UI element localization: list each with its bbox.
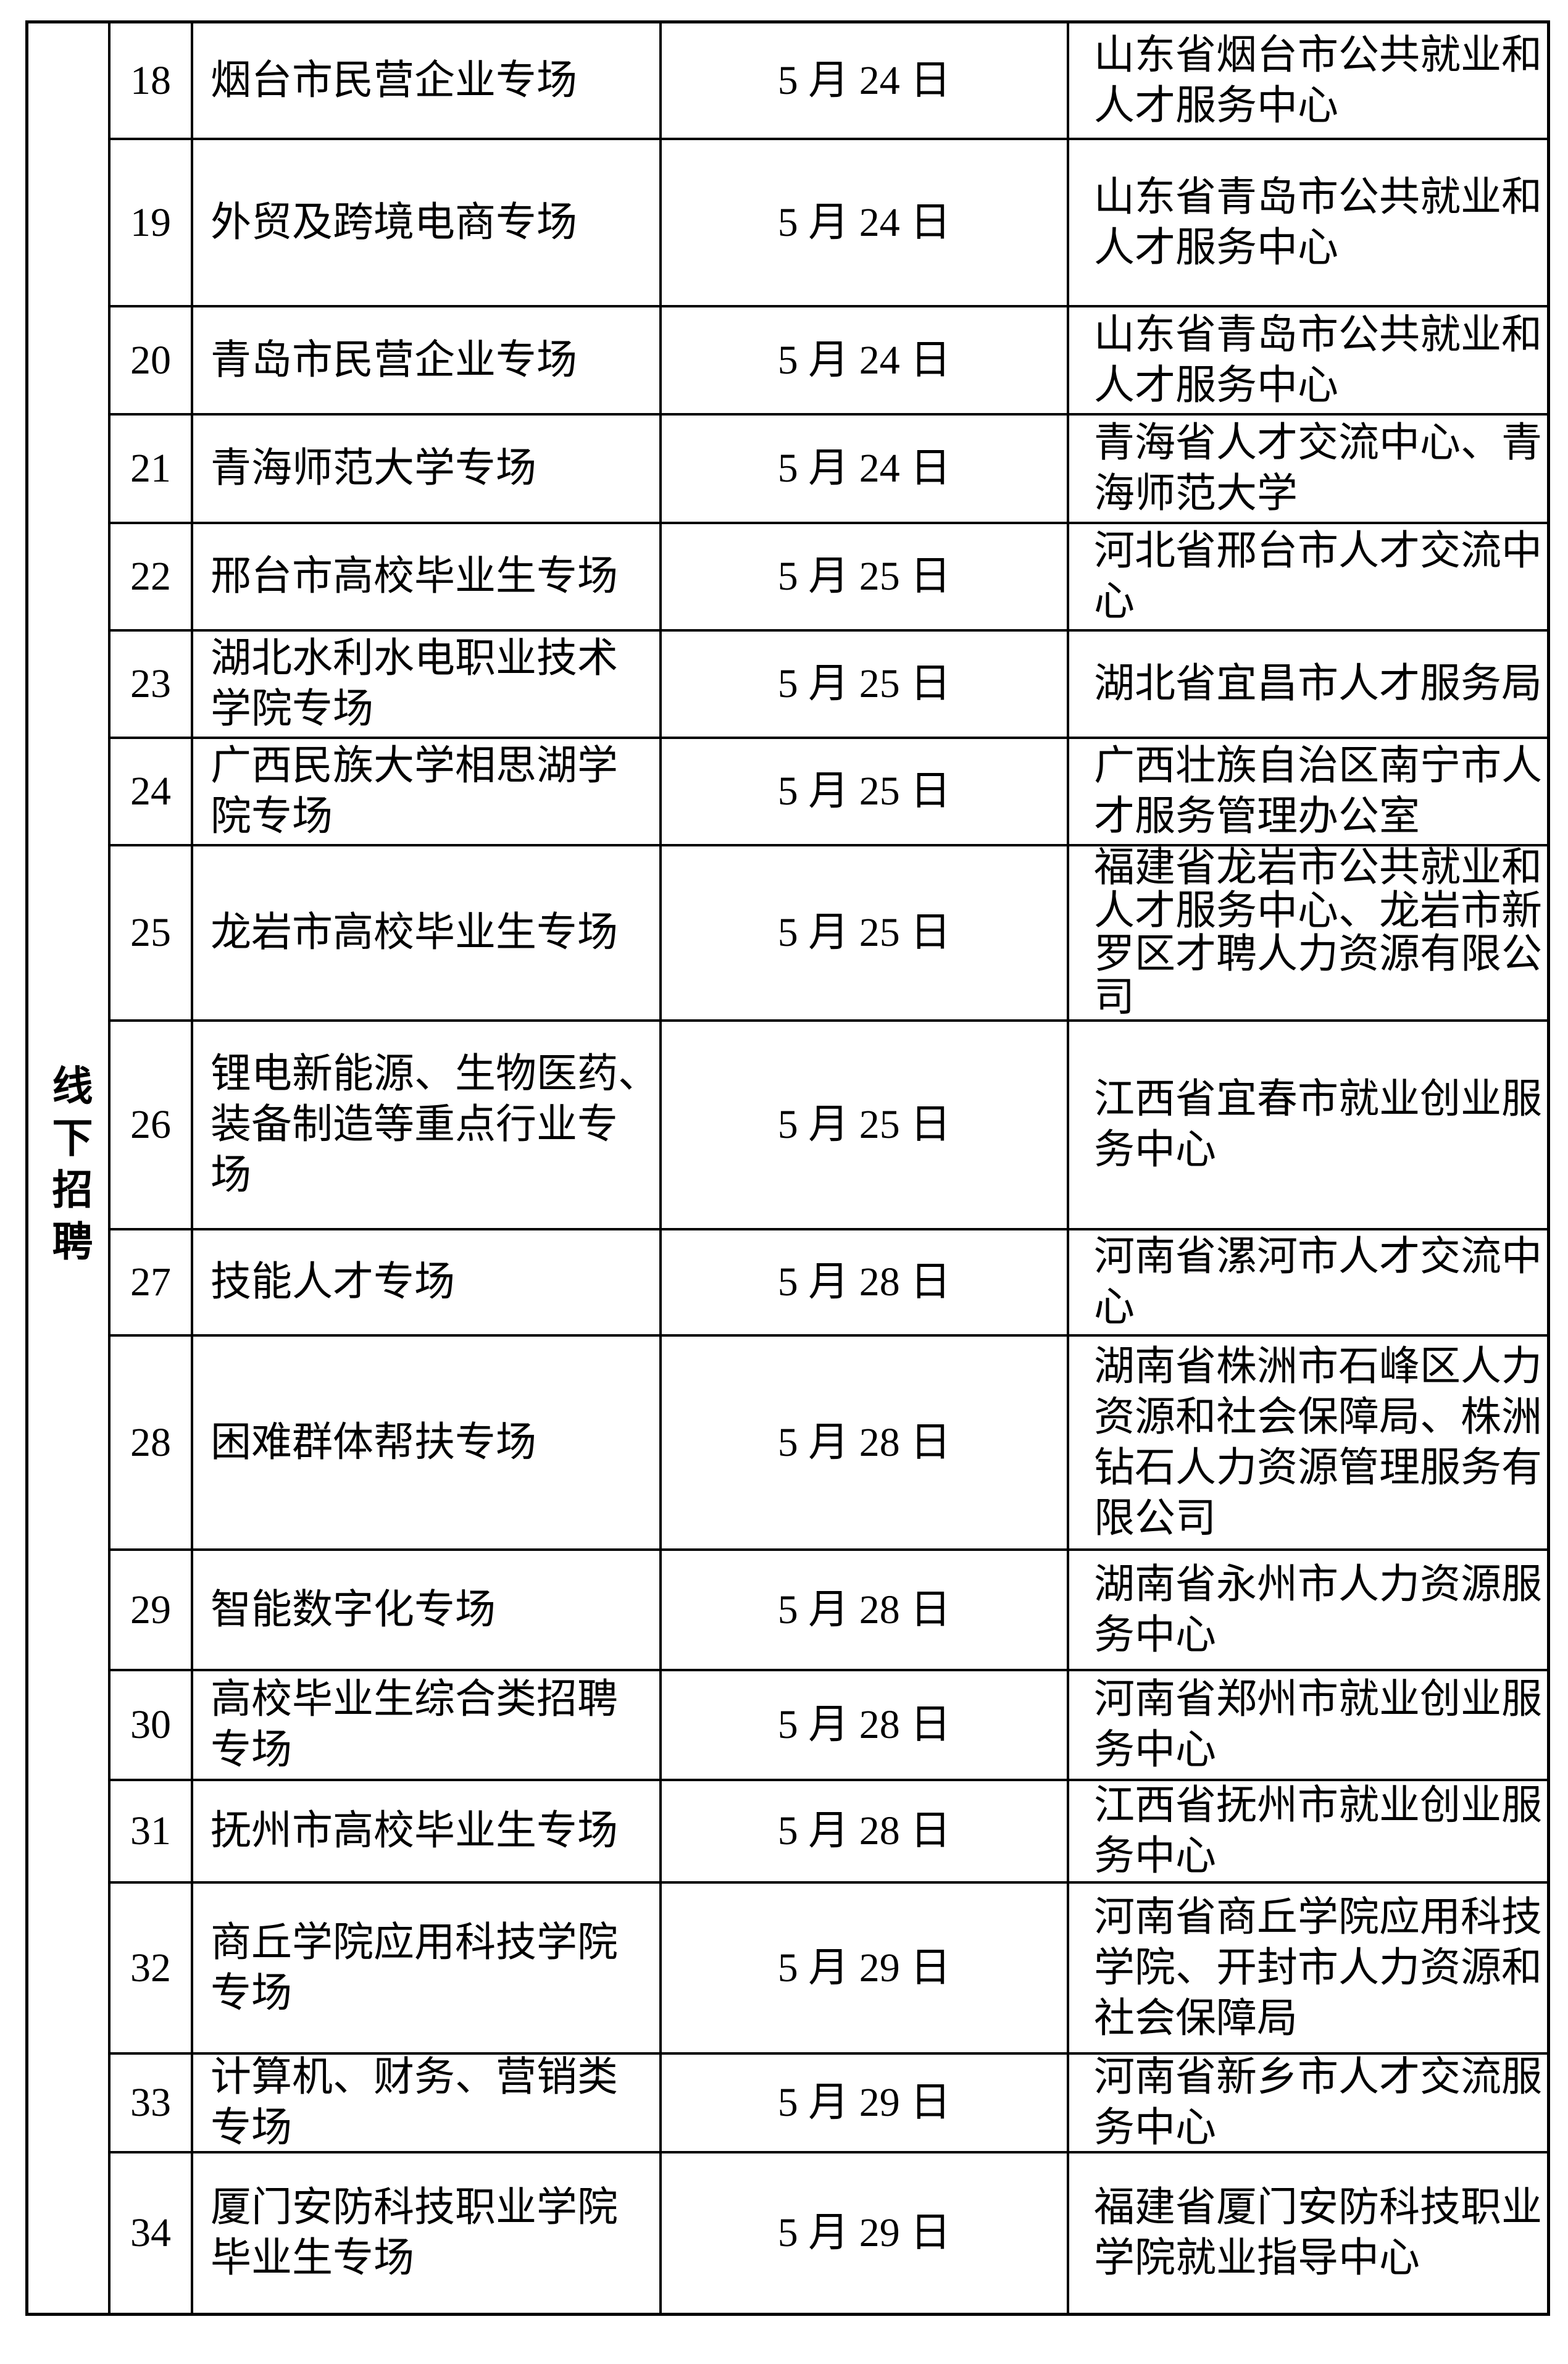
event-date-cell: 5 月 25 日 — [662, 1022, 1069, 1230]
event-name-cell: 青岛市民营企业专场 — [193, 307, 662, 416]
row-number-cell: 27 — [111, 1230, 193, 1337]
organizer-cell: 山东省烟台市公共就业和 人才服务中心 — [1069, 23, 1547, 140]
event-date-cell: 5 月 28 日 — [662, 1337, 1069, 1551]
event-name-cell: 青海师范大学专场 — [193, 416, 662, 524]
event-date-cell: 5 月 28 日 — [662, 1781, 1069, 1884]
event-date-cell: 5 月 25 日 — [662, 524, 1069, 632]
organizer-cell: 青海省人才交流中心、青 海师范大学 — [1069, 416, 1547, 524]
row-number-cell: 22 — [111, 524, 193, 632]
organizer-cell: 湖北省宜昌市人才服务局 — [1069, 632, 1547, 739]
event-name-cell: 锂电新能源、生物医药、 装备制造等重点行业专 场 — [193, 1022, 662, 1230]
row-number-cell: 34 — [111, 2153, 193, 2313]
organizer-cell: 河南省郑州市就业创业服 务中心 — [1069, 1671, 1547, 1781]
event-date-cell: 5 月 24 日 — [662, 140, 1069, 307]
row-number-cell: 23 — [111, 632, 193, 739]
event-name-cell: 外贸及跨境电商专场 — [193, 140, 662, 307]
event-date-cell: 5 月 29 日 — [662, 1884, 1069, 2055]
row-number-cell: 31 — [111, 1781, 193, 1884]
event-name-cell: 抚州市高校毕业生专场 — [193, 1781, 662, 1884]
event-date-cell: 5 月 25 日 — [662, 846, 1069, 1022]
event-date-cell: 5 月 28 日 — [662, 1551, 1069, 1671]
organizer-cell: 福建省厦门安防科技职业 学院就业指导中心 — [1094, 2185, 1542, 2281]
organizer-cell: 福建省龙岩市公共就业和 人才服务中心、龙岩市新 罗区才聘人力资源有限公 司 — [1069, 846, 1547, 1022]
organizer-cell: 湖南省株洲市石峰区人力 资源和社会保障局、株洲 钻石人力资源管理服务有 限公司 — [1069, 1337, 1547, 1551]
event-date-cell: 5 月 29 日 — [662, 2153, 1069, 2313]
row-number-cell: 18 — [111, 23, 193, 140]
organizer-cell: 河南省商丘学院应用科技 学院、开封市人力资源和 社会保障局 — [1069, 1884, 1547, 2055]
event-name-cell: 邢台市高校毕业生专场 — [193, 524, 662, 632]
event-date-cell: 5 月 25 日 — [662, 632, 1069, 739]
event-date-cell: 5 月 29 日 — [662, 2055, 1069, 2153]
organizer-cell: 广西壮族自治区南宁市人 才服务管理办公室 — [1069, 739, 1547, 846]
event-name-cell: 高校毕业生综合类招聘 专场 — [193, 1671, 662, 1781]
event-name-cell: 湖北水利水电职业技术 学院专场 — [193, 632, 662, 739]
row-number-cell: 32 — [111, 1884, 193, 2055]
section-label-cell: 线下招聘 — [28, 23, 111, 2313]
event-date-cell: 5 月 24 日 — [662, 307, 1069, 416]
event-name-cell: 智能数字化专场 — [193, 1551, 662, 1671]
event-name-cell: 商丘学院应用科技学院 专场 — [193, 1884, 662, 2055]
organizer-cell: 江西省抚州市就业创业服 务中心 — [1069, 1781, 1547, 1884]
row-number-cell: 28 — [111, 1337, 193, 1551]
organizer-cell: 湖南省永州市人力资源服 务中心 — [1069, 1551, 1547, 1671]
row-number-cell: 25 — [111, 846, 193, 1022]
organizer-cell: 山东省青岛市公共就业和 人才服务中心 — [1069, 307, 1547, 416]
row-number-cell: 30 — [111, 1671, 193, 1781]
event-date-cell: 5 月 24 日 — [662, 23, 1069, 140]
event-date-cell: 5 月 28 日 — [662, 1671, 1069, 1781]
event-name-cell: 困难群体帮扶专场 — [193, 1337, 662, 1551]
section-label: 线下招聘 — [46, 1064, 91, 1272]
event-date-cell: 5 月 25 日 — [662, 739, 1069, 846]
organizer-cell: 山东省青岛市公共就业和 人才服务中心 — [1069, 140, 1547, 307]
event-name-cell: 龙岩市高校毕业生专场 — [193, 846, 662, 1022]
event-name-cell: 技能人才专场 — [193, 1230, 662, 1337]
organizer-cell: 河南省漯河市人才交流中 心 — [1069, 1230, 1547, 1337]
row-number-cell: 20 — [111, 307, 193, 416]
event-name-cell: 广西民族大学相思湖学 院专场 — [193, 739, 662, 846]
event-name-cell: 烟台市民营企业专场 — [193, 23, 662, 140]
row-number-cell: 33 — [111, 2055, 193, 2153]
row-number-cell: 24 — [111, 739, 193, 846]
row-number-cell: 29 — [111, 1551, 193, 1671]
job-fair-table: 线下招聘 18 烟台市民营企业专场 5 月 24 日 山东省烟台市公共就业和 人… — [25, 20, 1550, 2316]
row-number-cell: 21 — [111, 416, 193, 524]
event-date-cell: 5 月 28 日 — [662, 1230, 1069, 1337]
event-name-cell: 计算机、财务、营销类 专场 — [193, 2055, 662, 2153]
organizer-cell: 河南省新乡市人才交流服 务中心 — [1069, 2055, 1547, 2153]
row-number-cell: 26 — [111, 1022, 193, 1230]
organizer-cell: 江西省宜春市就业创业服 务中心 — [1069, 1022, 1547, 1230]
row-number-cell: 19 — [111, 140, 193, 307]
organizer-cell: 河北省邢台市人才交流中 心 — [1069, 524, 1547, 632]
event-name-cell: 厦门安防科技职业学院 毕业生专场 — [193, 2153, 662, 2313]
event-date-cell: 5 月 24 日 — [662, 416, 1069, 524]
